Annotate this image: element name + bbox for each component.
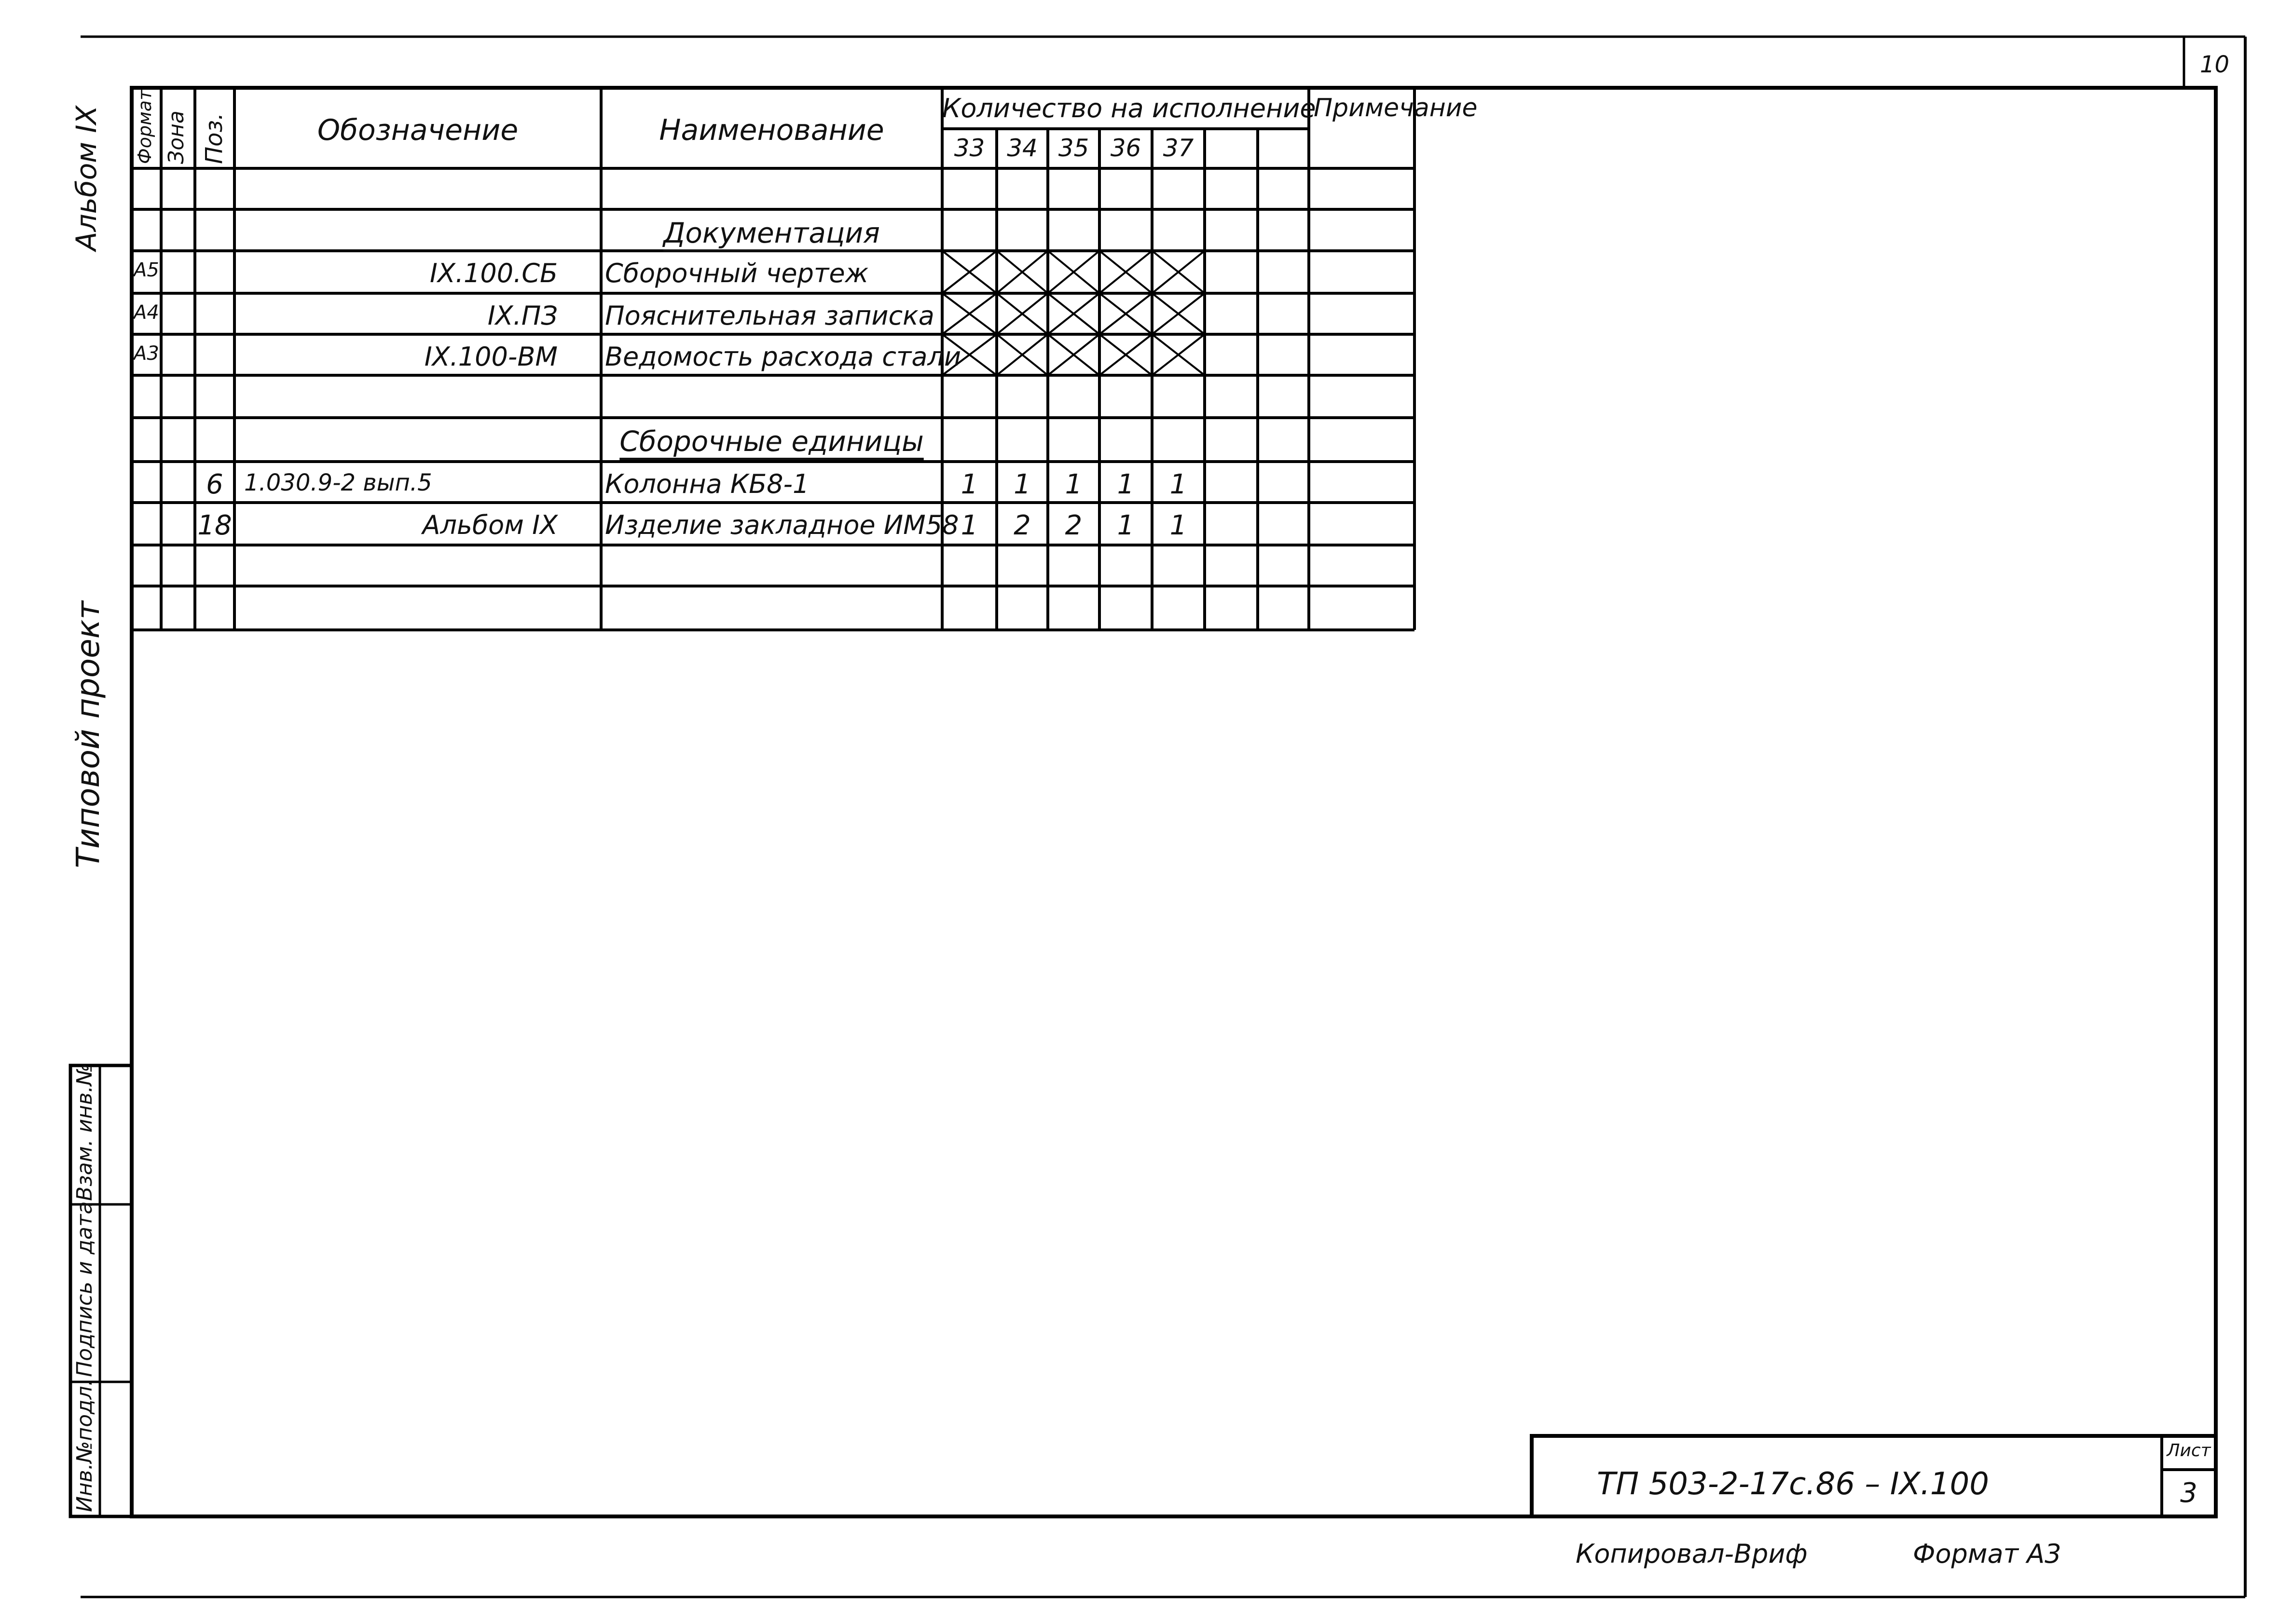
cell-name: Изделие закладное ИМ58: [605, 510, 959, 540]
cell-designation: 1.030.9-2 вып.5: [244, 469, 432, 496]
paper-format: Формат А3: [1913, 1539, 2061, 1569]
cell-designation: IX.ПЗ: [487, 300, 558, 331]
header-note: Примечание: [1314, 94, 1478, 123]
stamp-inv-no: Инв.№подл.: [72, 1379, 97, 1512]
cell-quantity: 1: [1169, 510, 1187, 541]
cell-quantity: 1: [1014, 469, 1031, 500]
section-heading: Сборочные единицы: [619, 425, 924, 458]
header-variant: 34: [1007, 134, 1038, 162]
table-line: [941, 292, 998, 335]
cell-name: Сборочный чертеж: [605, 258, 869, 288]
cell-quantity: 2: [1065, 510, 1083, 541]
sheet-number: 3: [2180, 1477, 2197, 1509]
album-side-label: Альбом IX: [70, 105, 103, 251]
table-line: [941, 333, 998, 376]
stamp-replaced-inv: Взам. инв.№: [72, 1064, 97, 1201]
table-line: [996, 292, 1049, 335]
table-line: [941, 250, 998, 294]
cell-quantity: 1: [1065, 469, 1083, 500]
document-code: ТП 503-2-17с.86 – IX.100: [1597, 1466, 1989, 1502]
header-name: Наименование: [659, 113, 884, 147]
cell-pos: 6: [206, 469, 223, 500]
cell-designation: IX.100.СБ: [429, 258, 558, 288]
cell-name: Пояснительная записка: [605, 300, 934, 331]
cell-name: Колонна КБ8-1: [605, 469, 810, 499]
cell-quantity: 1: [961, 510, 978, 541]
header-designation: Обозначение: [317, 113, 519, 147]
cell-name: Ведомость расхода стали: [605, 341, 961, 372]
table-line: [1098, 250, 1153, 294]
header-quantity: Количество на исполнение: [942, 93, 1316, 123]
cell-pos: 18: [197, 510, 232, 541]
table-line: [996, 333, 1049, 376]
cell-quantity: 1: [961, 469, 978, 500]
cell-quantity: 1: [1117, 510, 1135, 541]
table-line: [1151, 292, 1206, 335]
table-line: [996, 250, 1049, 294]
stamp-signature-date: Подпись и дата: [72, 1201, 97, 1377]
header-variant: 35: [1058, 134, 1089, 162]
cell-quantity: 2: [1014, 510, 1031, 541]
header-zone: Зона: [164, 110, 189, 164]
table-line: [1151, 333, 1206, 376]
project-side-label: Типовой проект: [69, 600, 107, 868]
cell-format: А5: [134, 259, 159, 281]
header-format: Формат: [134, 89, 155, 164]
header-variant: 37: [1163, 134, 1194, 162]
header-pos: Поз.: [201, 112, 228, 164]
corner-sheet-number: 10: [2199, 51, 2230, 78]
cell-quantity: 1: [1169, 469, 1187, 500]
table-line: [1098, 292, 1153, 335]
table-line: [1151, 250, 1206, 294]
cell-format: А3: [134, 342, 159, 365]
copied-by: Копировал-Вриф: [1576, 1539, 1808, 1569]
header-variant: 33: [954, 134, 985, 162]
table-line: [1047, 333, 1100, 376]
cell-designation: IX.100-ВМ: [424, 341, 558, 372]
header-variant: 36: [1110, 134, 1141, 162]
table-line: [1047, 292, 1100, 335]
table-line: [1098, 333, 1153, 376]
cell-designation: Альбом IX: [422, 510, 558, 540]
cell-format: А4: [134, 301, 159, 324]
section-heading: Документация: [663, 217, 880, 249]
table-line: [1047, 250, 1100, 294]
sheet-label: Лист: [2167, 1441, 2211, 1460]
cell-quantity: 1: [1117, 469, 1135, 500]
